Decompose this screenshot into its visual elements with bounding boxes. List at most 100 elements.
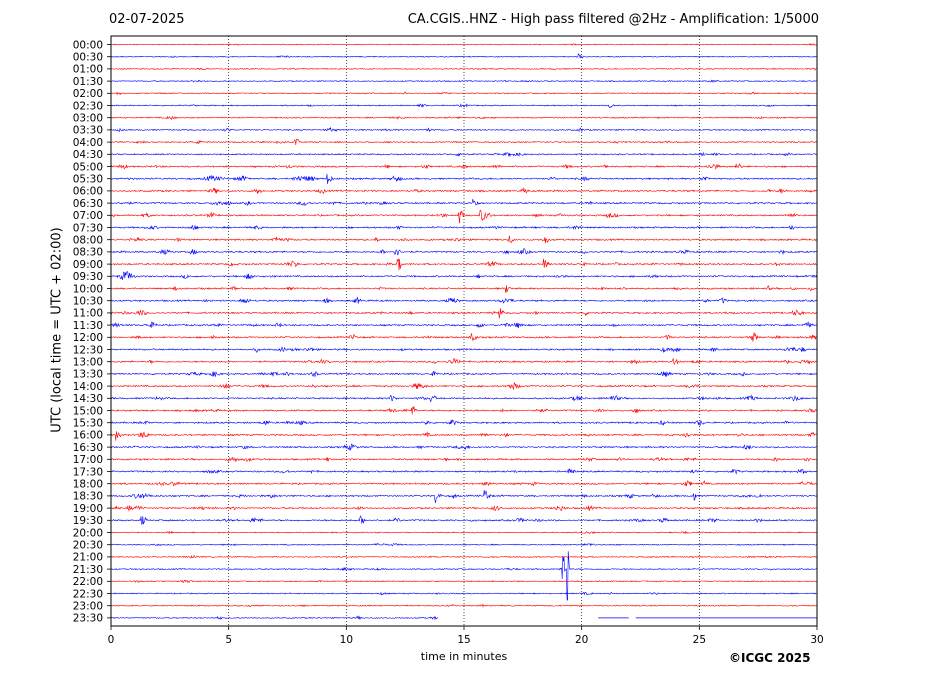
y-tick-label-2230: 22:30 bbox=[73, 588, 103, 600]
y-tick-label-0700: 07:00 bbox=[73, 210, 103, 222]
trace-1430 bbox=[110, 394, 817, 403]
trace-2300 bbox=[110, 603, 817, 608]
y-tick-label-0500: 05:00 bbox=[73, 161, 103, 173]
trace-1600 bbox=[110, 431, 817, 441]
y-tick-label-2330: 23:30 bbox=[73, 613, 103, 625]
trace-0830 bbox=[110, 248, 817, 256]
y-tick-label-1800: 18:00 bbox=[73, 479, 103, 491]
y-tick-label-0030: 00:30 bbox=[73, 52, 103, 64]
y-tick-label-0100: 01:00 bbox=[73, 64, 103, 76]
y-tick-label-1830: 18:30 bbox=[73, 491, 103, 503]
y-tick-label-1630: 16:30 bbox=[73, 442, 103, 454]
y-tick-label-2000: 20:00 bbox=[73, 527, 103, 539]
y-tick-label-1730: 17:30 bbox=[73, 466, 103, 478]
y-tick-label-0800: 08:00 bbox=[73, 235, 103, 247]
trace-1700 bbox=[110, 456, 817, 463]
chart-date: 02-07-2025 bbox=[109, 12, 185, 27]
trace-1500 bbox=[110, 406, 817, 415]
y-tick-label-0130: 01:30 bbox=[73, 76, 103, 88]
trace-1130 bbox=[110, 321, 817, 329]
trace-2000 bbox=[110, 530, 817, 535]
trace-0300 bbox=[110, 115, 817, 121]
y-tick-label-2300: 23:00 bbox=[73, 601, 103, 613]
trace-1830 bbox=[110, 489, 817, 504]
trace-1330 bbox=[110, 371, 817, 377]
y-tick-label-2130: 21:30 bbox=[73, 564, 103, 576]
trace-0130 bbox=[110, 79, 817, 83]
y-tick-label-0930: 09:30 bbox=[73, 271, 103, 283]
y-tick-label-1130: 11:30 bbox=[73, 320, 103, 332]
trace-1800 bbox=[110, 480, 817, 487]
trace-1230 bbox=[110, 346, 817, 353]
trace-1900 bbox=[110, 505, 817, 512]
y-tick-label-1700: 17:00 bbox=[73, 454, 103, 466]
y-tick-label-2200: 22:00 bbox=[73, 576, 103, 588]
y-tick-label-0600: 06:00 bbox=[73, 186, 103, 198]
x-tick-label-30: 30 bbox=[810, 634, 823, 646]
y-tick-label-0000: 00:00 bbox=[73, 39, 103, 51]
y-tick-label-0630: 06:30 bbox=[73, 198, 103, 210]
trace-1730 bbox=[110, 468, 817, 475]
trace-0030 bbox=[110, 53, 817, 59]
y-tick-label-0230: 02:30 bbox=[73, 100, 103, 112]
y-tick-label-1030: 10:30 bbox=[73, 296, 103, 308]
y-tick-label-1400: 14:00 bbox=[73, 381, 103, 393]
trace-1930 bbox=[110, 515, 817, 525]
x-tick-label-5: 5 bbox=[225, 634, 232, 646]
y-tick-label-0900: 09:00 bbox=[73, 259, 103, 271]
trace-0630 bbox=[110, 198, 817, 207]
trace-0100 bbox=[110, 67, 817, 71]
x-tick-label-10: 10 bbox=[340, 634, 353, 646]
trace-0330 bbox=[110, 126, 817, 133]
trace-2200 bbox=[110, 579, 817, 584]
trace-1400 bbox=[110, 381, 817, 391]
y-tick-label-0300: 03:00 bbox=[73, 113, 103, 125]
trace-1000 bbox=[110, 285, 817, 294]
trace-0900 bbox=[110, 258, 817, 271]
y-tick-label-1230: 12:30 bbox=[73, 344, 103, 356]
copyright-label: ©ICGC 2025 bbox=[729, 651, 811, 665]
trace-1100 bbox=[110, 308, 817, 319]
x-tick-label-25: 25 bbox=[693, 634, 706, 646]
y-tick-label-1930: 19:30 bbox=[73, 515, 103, 527]
y-tick-label-0200: 02:00 bbox=[73, 88, 103, 100]
trace-2100 bbox=[110, 554, 817, 559]
trace-2230 bbox=[110, 591, 817, 596]
y-tick-label-0400: 04:00 bbox=[73, 137, 103, 149]
trace-0730 bbox=[110, 224, 817, 231]
y-tick-label-1100: 11:00 bbox=[73, 308, 103, 320]
y-tick-label-0830: 08:30 bbox=[73, 247, 103, 259]
trace-0800 bbox=[110, 235, 817, 244]
trace-1300 bbox=[110, 358, 817, 365]
x-axis-label: time in minutes bbox=[420, 650, 508, 663]
trace-1630 bbox=[110, 443, 817, 451]
trace-2130 bbox=[110, 551, 817, 601]
trace-0930 bbox=[110, 271, 817, 280]
trace-0500 bbox=[110, 162, 817, 170]
y-tick-label-2100: 21:00 bbox=[73, 552, 103, 564]
y-tick-label-1430: 14:30 bbox=[73, 393, 103, 405]
y-tick-label-1530: 15:30 bbox=[73, 418, 103, 430]
y-tick-label-1600: 16:00 bbox=[73, 430, 103, 442]
trace-1200 bbox=[110, 332, 817, 342]
trace-0200 bbox=[110, 91, 817, 96]
trace-1530 bbox=[110, 419, 817, 427]
chart-title: CA.CGIS..HNZ - High pass filtered @2Hz -… bbox=[407, 12, 819, 27]
trace-0600 bbox=[110, 187, 817, 195]
x-tick-label-0: 0 bbox=[108, 634, 115, 646]
y-tick-label-1200: 12:00 bbox=[73, 332, 103, 344]
trace-0700 bbox=[110, 209, 817, 224]
trace-2330 bbox=[110, 615, 439, 621]
trace-0530 bbox=[110, 174, 817, 184]
y-tick-label-1330: 13:30 bbox=[73, 369, 103, 381]
y-tick-label-0430: 04:30 bbox=[73, 149, 103, 161]
y-tick-label-2030: 20:30 bbox=[73, 540, 103, 552]
y-tick-label-1500: 15:00 bbox=[73, 405, 103, 417]
y-tick-label-0530: 05:30 bbox=[73, 174, 103, 186]
y-tick-label-0330: 03:30 bbox=[73, 125, 103, 137]
y-tick-label-1000: 10:00 bbox=[73, 283, 103, 295]
trace-0400 bbox=[110, 138, 817, 145]
x-tick-label-20: 20 bbox=[575, 634, 588, 646]
y-tick-label-0730: 07:30 bbox=[73, 222, 103, 234]
y-tick-label-1900: 19:00 bbox=[73, 503, 103, 515]
